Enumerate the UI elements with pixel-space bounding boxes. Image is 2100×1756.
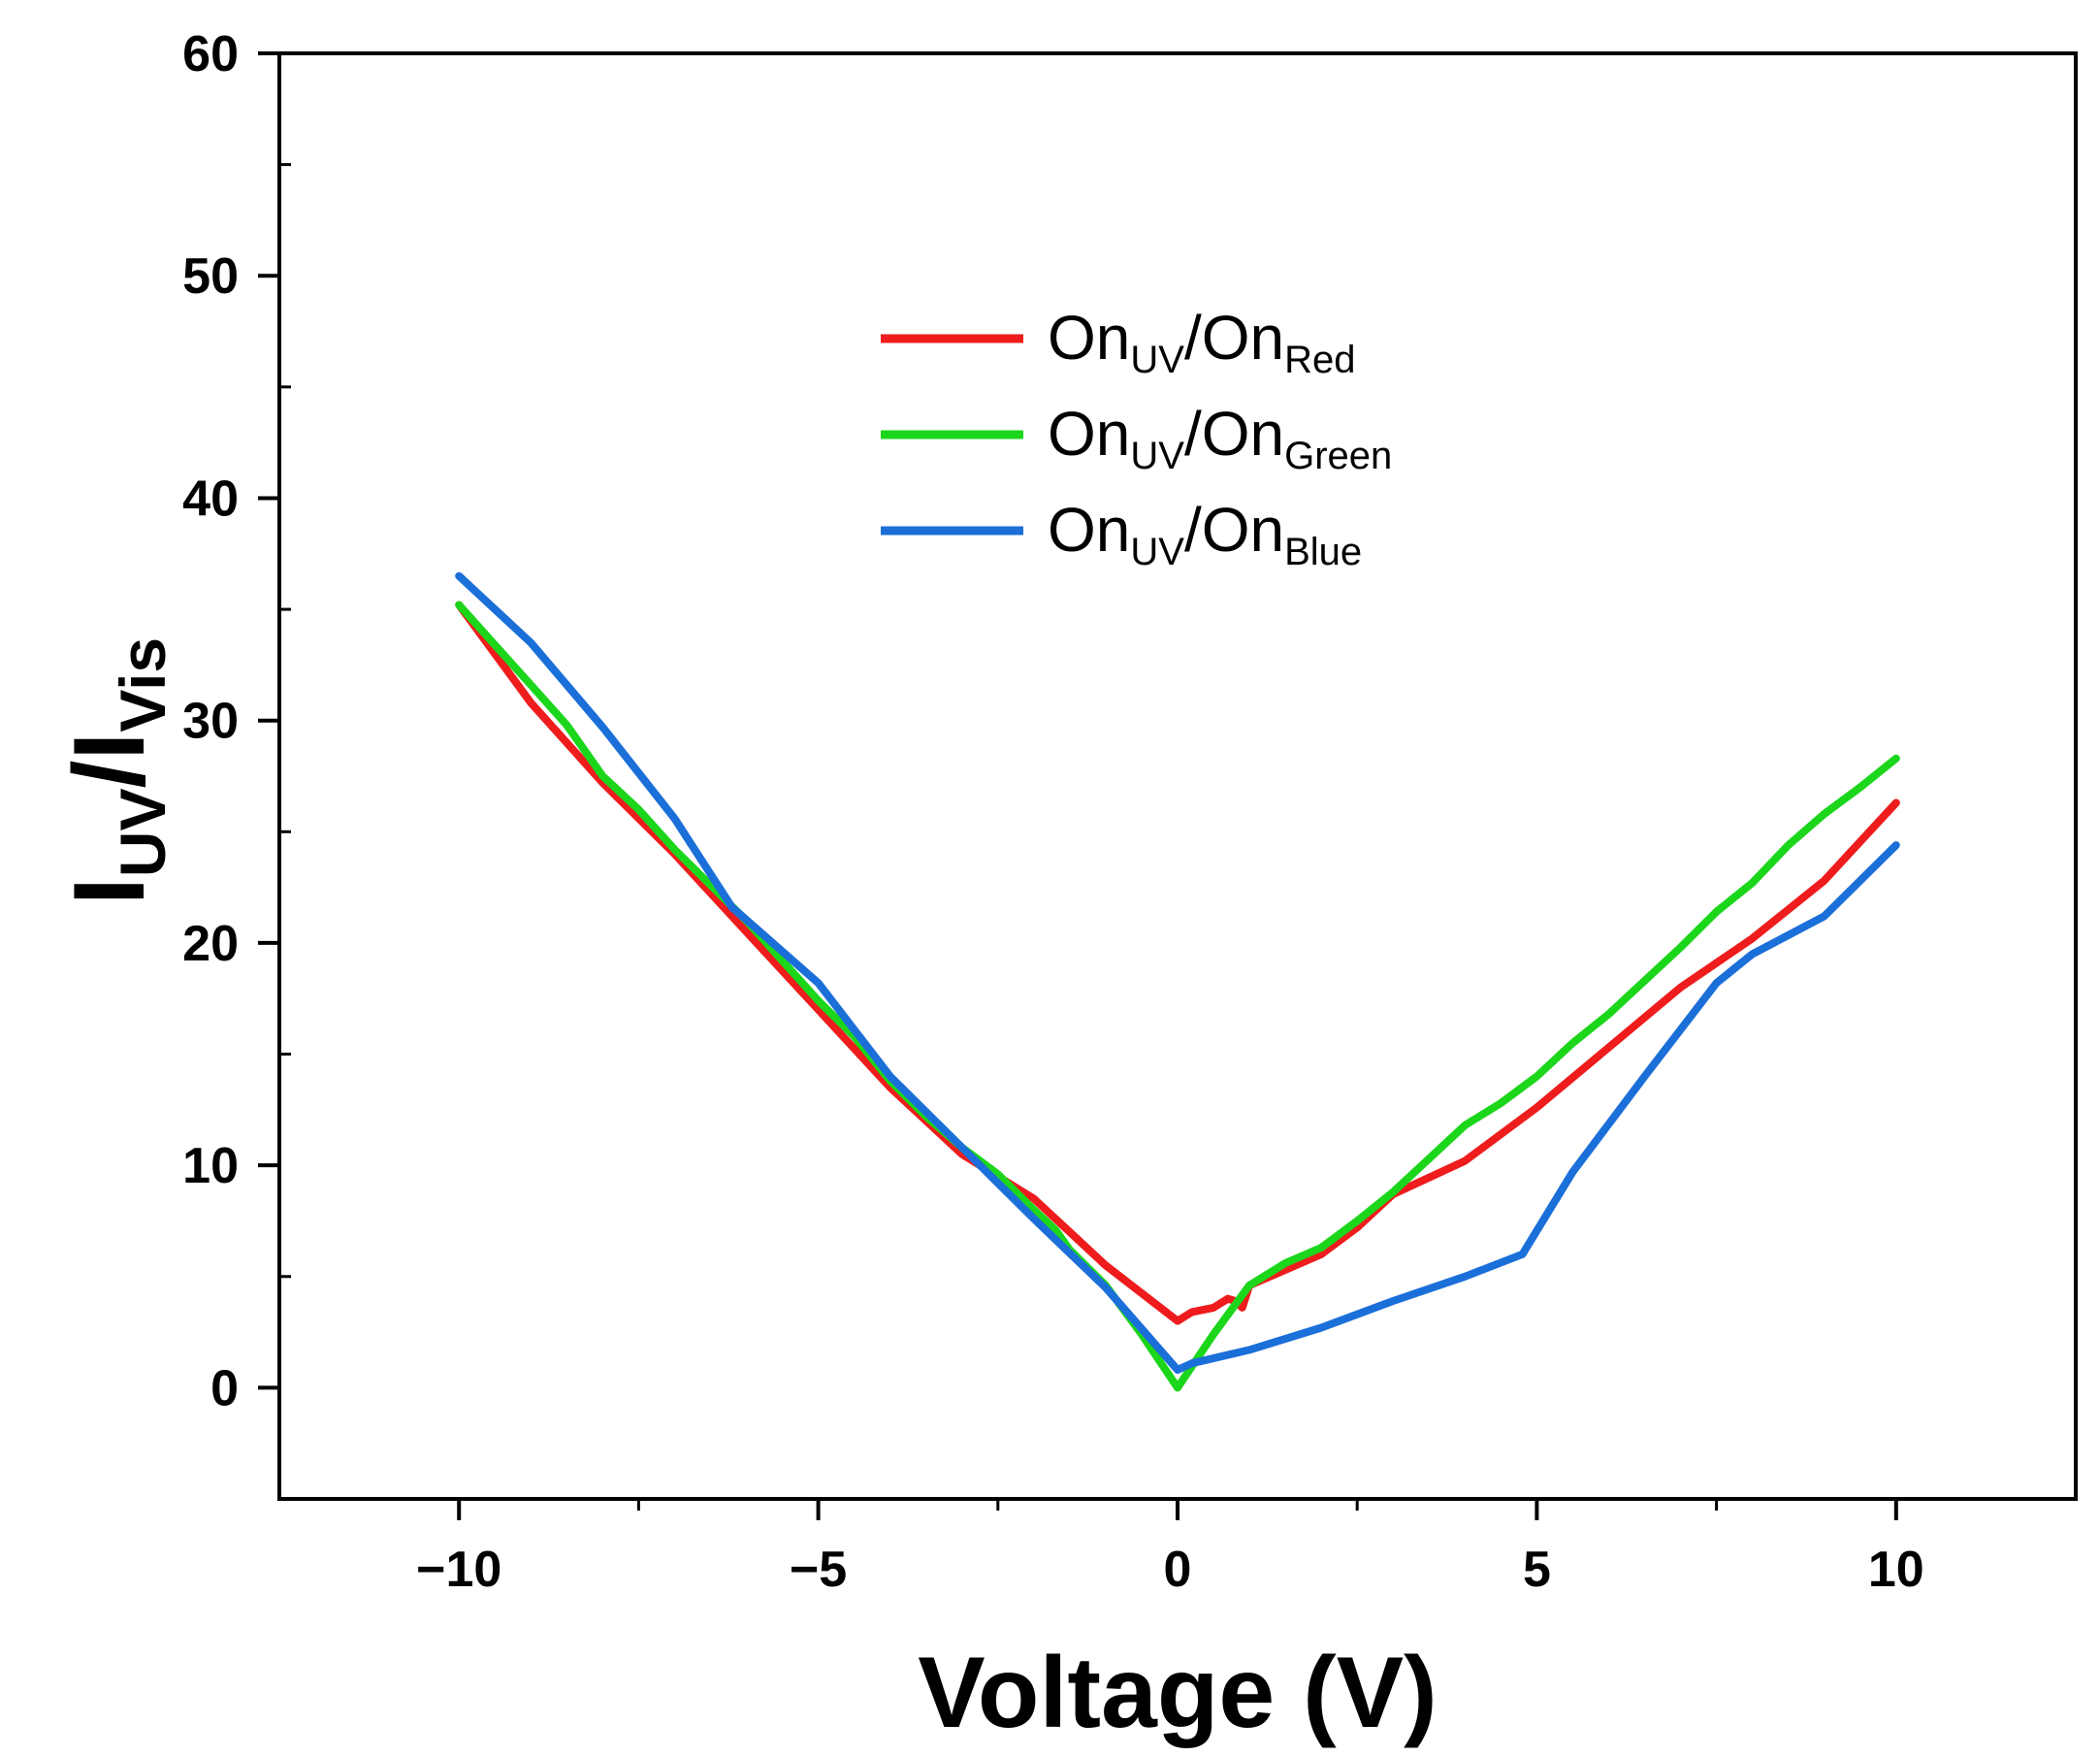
y-tick-label: 60: [182, 26, 239, 82]
series-line-red: [455, 601, 1900, 1325]
y-axis-title-sub1: UV: [107, 789, 178, 878]
series-line-blue: [455, 571, 1900, 1374]
x-tick-label: 5: [1523, 1542, 1551, 1598]
y-axis-title: IUV/IVis: [53, 637, 178, 905]
plot-frame: [277, 51, 2078, 1501]
x-axis-title: Voltage (V): [918, 1637, 1437, 1749]
y-axis-title-main: I: [53, 877, 166, 905]
x-tick-label: −5: [790, 1542, 847, 1598]
x-tick-label: 10: [1868, 1542, 1924, 1598]
series-line-green: [455, 601, 1900, 1392]
y-tick-label: 30: [182, 694, 239, 750]
legend-label-red: OnUV/OnRed: [1048, 303, 1356, 381]
y-tick-label: 10: [182, 1138, 239, 1194]
legend-label-green: OnUV/OnGreen: [1048, 399, 1392, 477]
y-axis-title-sub2: Vis: [107, 637, 178, 732]
legend: OnUV/OnRed OnUV/OnGreen OnUV/OnBlue: [881, 303, 1392, 573]
series-layer: [455, 571, 1900, 1392]
y-tick-label: 0: [210, 1360, 239, 1416]
y-tick-label: 20: [182, 916, 239, 972]
legend-label-blue: OnUV/OnBlue: [1048, 495, 1362, 573]
axis-ticks: −10 −5 0 5 10 0 10 20 30 40 50 60: [182, 26, 1924, 1598]
y-tick-label: 50: [182, 248, 239, 305]
y-axis-title-sep: /I: [53, 732, 166, 789]
x-tick-label: 0: [1164, 1542, 1192, 1598]
y-tick-label: 40: [182, 471, 239, 527]
x-tick-label: −10: [416, 1542, 501, 1598]
